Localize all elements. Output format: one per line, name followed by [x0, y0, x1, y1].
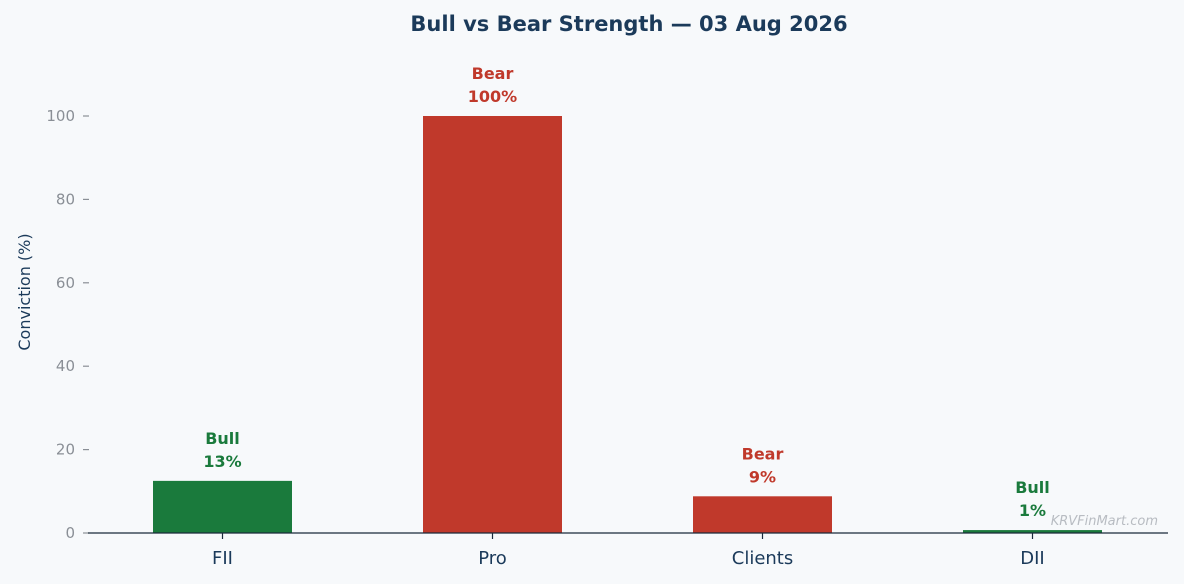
bar-dii	[963, 530, 1102, 533]
bar-value-label: 100%	[468, 87, 517, 106]
y-axis: 0 20 40 60 80 100	[46, 107, 89, 542]
bar-pro	[423, 116, 562, 533]
bar-sentiment-label: Bear	[472, 64, 514, 83]
chart-title: Bull vs Bear Strength — 03 Aug 2026	[410, 12, 847, 36]
bar-value-label: 13%	[203, 452, 241, 471]
x-tick-label: Pro	[478, 548, 507, 569]
x-tick-label: DII	[1020, 548, 1044, 569]
bar-value-label: 1%	[1019, 501, 1046, 520]
y-tick-label: 100	[46, 107, 75, 125]
bar-value-label: 9%	[749, 467, 776, 486]
x-tick-label: FII	[212, 548, 233, 569]
x-tick-label: Clients	[732, 548, 794, 569]
y-tick-label: 80	[56, 190, 75, 208]
bar-sentiment-label: Bull	[205, 429, 240, 448]
x-axis: FII Pro Clients DII	[88, 532, 1168, 569]
bar-sentiment-label: Bear	[742, 444, 784, 463]
watermark: KRVFinMart.com	[1051, 514, 1158, 529]
y-tick-label: 0	[65, 524, 75, 542]
y-tick-label: 20	[56, 441, 75, 459]
bar-sentiment-label: Bull	[1015, 478, 1050, 497]
bar-fii	[153, 480, 292, 533]
bars-group: Bull 13% Bear 100% Bear 9% Bull 1%	[153, 64, 1102, 533]
y-tick-label: 60	[56, 274, 75, 292]
bar-clients	[693, 496, 832, 533]
y-axis-label: Conviction (%)	[15, 233, 34, 350]
y-tick-label: 40	[56, 357, 75, 375]
